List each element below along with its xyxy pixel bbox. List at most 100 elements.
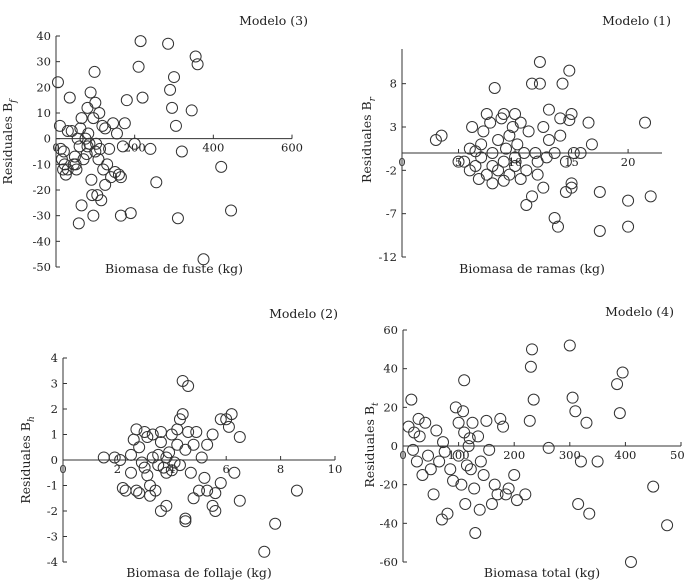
data-point xyxy=(182,425,195,438)
x-tick-label: 0 xyxy=(398,155,405,169)
data-point xyxy=(130,484,143,497)
data-point xyxy=(430,424,443,437)
data-point xyxy=(127,433,140,446)
data-point xyxy=(166,101,179,114)
data-point xyxy=(114,454,127,466)
y-tick-label: 1 xyxy=(51,428,58,442)
data-point xyxy=(65,124,78,137)
y-tick-label: -20 xyxy=(32,183,51,197)
data-point xyxy=(416,469,429,481)
data-point xyxy=(233,431,246,444)
data-point xyxy=(661,519,674,532)
data-point xyxy=(63,91,76,104)
data-point xyxy=(622,220,635,233)
data-point xyxy=(585,138,598,151)
data-point xyxy=(520,164,533,177)
data-point xyxy=(86,189,99,202)
data-point xyxy=(559,155,572,168)
data-point xyxy=(563,339,576,352)
data-point xyxy=(290,484,303,497)
data-point xyxy=(57,145,70,158)
x-tick-label: 6 xyxy=(223,462,230,476)
data-point xyxy=(457,405,470,418)
data-point xyxy=(81,101,94,114)
data-point xyxy=(527,393,540,406)
data-point xyxy=(136,91,149,104)
y-tick-label: -60 xyxy=(379,555,398,569)
data-point xyxy=(511,138,524,151)
data-point xyxy=(463,432,476,445)
x-tick-label: 400 xyxy=(614,448,636,462)
data-point xyxy=(526,77,538,90)
x-tick-label: 8 xyxy=(277,462,284,476)
y-axis-label: Residuales Bt xyxy=(362,402,381,488)
data-point xyxy=(514,173,527,185)
data-point xyxy=(410,455,423,468)
y-tick-label: 8 xyxy=(390,77,397,91)
data-point xyxy=(88,65,101,78)
data-point xyxy=(163,446,176,459)
data-point xyxy=(533,77,546,90)
data-point xyxy=(477,469,490,481)
data-point xyxy=(472,430,485,443)
data-point xyxy=(96,119,109,132)
data-point xyxy=(567,147,580,159)
data-point xyxy=(114,209,127,222)
data-point xyxy=(569,405,582,418)
data-point xyxy=(542,134,555,146)
data-point xyxy=(89,96,102,109)
data-point xyxy=(125,448,137,461)
data-point xyxy=(175,145,188,158)
data-point xyxy=(510,494,523,507)
data-point xyxy=(520,199,533,211)
x-axis-label: Biomasa de follaje (kg) xyxy=(126,565,271,580)
data-point xyxy=(574,147,587,159)
data-point xyxy=(480,168,493,181)
data-point xyxy=(68,150,81,163)
model-label: Modelo (3) xyxy=(239,13,308,28)
data-point xyxy=(209,487,222,500)
data-point xyxy=(83,137,96,150)
data-point xyxy=(473,503,486,516)
data-point xyxy=(639,116,652,129)
data-point xyxy=(458,155,471,168)
y-tick-label: 0 xyxy=(44,132,51,146)
data-point xyxy=(258,545,271,558)
data-point xyxy=(542,103,555,116)
data-point xyxy=(228,466,241,479)
data-point xyxy=(495,112,508,125)
data-point xyxy=(552,220,564,233)
data-point xyxy=(460,459,473,472)
data-point xyxy=(101,158,114,171)
data-point xyxy=(565,177,578,190)
y-tick-label: 3 xyxy=(51,377,58,391)
data-point xyxy=(502,482,515,495)
data-point xyxy=(497,174,510,187)
data-point xyxy=(463,142,476,155)
data-point xyxy=(509,108,522,120)
data-point xyxy=(499,488,512,501)
data-point xyxy=(488,82,501,94)
data-point xyxy=(583,507,596,520)
data-point xyxy=(182,380,195,393)
data-point xyxy=(179,512,192,525)
x-tick-label: 20 xyxy=(621,155,636,169)
data-point xyxy=(438,445,451,458)
data-point xyxy=(176,408,189,421)
data-point xyxy=(133,441,146,454)
y-tick-label: -50 xyxy=(32,260,51,274)
y-tick-label: -1 xyxy=(47,479,58,493)
data-point xyxy=(435,129,448,142)
data-point xyxy=(133,487,146,500)
data-point xyxy=(184,466,197,479)
data-point xyxy=(116,482,129,495)
data-point xyxy=(214,476,227,489)
y-axis-label: Residuales Bh xyxy=(18,416,37,504)
y-tick-label: 0 xyxy=(391,439,398,453)
data-point xyxy=(171,212,184,225)
data-point xyxy=(525,343,538,356)
data-point xyxy=(503,129,516,142)
data-point xyxy=(523,414,536,427)
data-point xyxy=(173,459,186,472)
